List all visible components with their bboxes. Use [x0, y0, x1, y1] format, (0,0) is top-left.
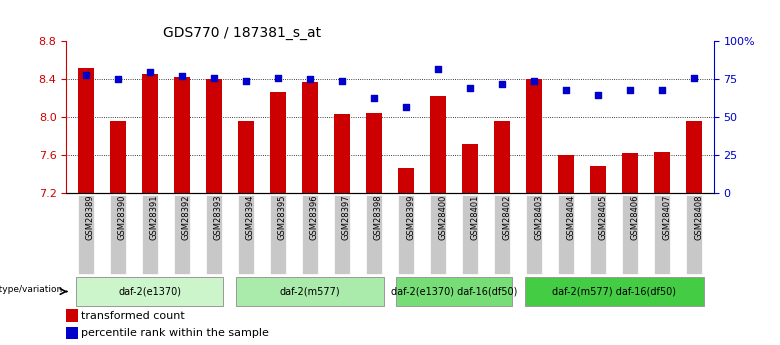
Bar: [66, 309, 78, 322]
Bar: [66, 327, 78, 339]
Text: daf-2(e1370) daf-16(df50): daf-2(e1370) daf-16(df50): [391, 287, 517, 296]
Text: GSM28390: GSM28390: [118, 195, 126, 240]
Bar: [462, 144, 478, 193]
Point: [271, 75, 284, 81]
FancyBboxPatch shape: [366, 195, 382, 274]
Bar: [398, 168, 414, 193]
Text: GSM28397: GSM28397: [342, 195, 351, 240]
FancyBboxPatch shape: [398, 195, 414, 274]
Text: GSM28391: GSM28391: [150, 195, 158, 240]
FancyBboxPatch shape: [206, 195, 222, 274]
Text: GSM28389: GSM28389: [86, 195, 94, 240]
Bar: [590, 166, 606, 193]
Point: [303, 77, 316, 82]
FancyBboxPatch shape: [462, 195, 478, 274]
FancyBboxPatch shape: [654, 195, 671, 274]
FancyBboxPatch shape: [334, 195, 350, 274]
FancyBboxPatch shape: [396, 277, 512, 306]
Bar: [206, 79, 222, 193]
Bar: [238, 121, 254, 193]
FancyBboxPatch shape: [622, 195, 638, 274]
FancyBboxPatch shape: [238, 195, 254, 274]
Text: GSM28396: GSM28396: [310, 195, 319, 240]
FancyBboxPatch shape: [236, 277, 384, 306]
FancyBboxPatch shape: [77, 195, 94, 274]
Bar: [334, 115, 350, 193]
Point: [560, 87, 573, 93]
Text: GSM28394: GSM28394: [246, 195, 255, 240]
Point: [464, 86, 477, 91]
Bar: [77, 68, 94, 193]
Bar: [654, 152, 671, 193]
Bar: [430, 96, 446, 193]
Bar: [495, 121, 510, 193]
Text: GSM28406: GSM28406: [630, 195, 640, 240]
Text: genotype/variation: genotype/variation: [0, 285, 63, 295]
Bar: [686, 121, 703, 193]
Point: [432, 66, 445, 71]
Text: GSM28393: GSM28393: [214, 195, 223, 240]
Bar: [142, 73, 158, 193]
FancyBboxPatch shape: [76, 277, 223, 306]
FancyBboxPatch shape: [526, 195, 542, 274]
Bar: [366, 112, 382, 193]
FancyBboxPatch shape: [430, 195, 446, 274]
Text: GSM28395: GSM28395: [278, 195, 287, 240]
Text: GSM28402: GSM28402: [502, 195, 511, 240]
FancyBboxPatch shape: [686, 195, 703, 274]
Point: [80, 72, 92, 78]
Bar: [174, 77, 190, 193]
Point: [144, 69, 156, 75]
FancyBboxPatch shape: [525, 277, 704, 306]
Point: [239, 78, 252, 83]
Point: [335, 78, 348, 83]
Point: [592, 92, 604, 97]
Point: [496, 81, 509, 87]
FancyBboxPatch shape: [495, 195, 510, 274]
Point: [400, 104, 413, 109]
Text: GSM28401: GSM28401: [470, 195, 479, 240]
Bar: [270, 92, 285, 193]
Text: GSM28392: GSM28392: [182, 195, 190, 240]
Point: [207, 75, 220, 81]
Bar: [622, 153, 638, 193]
Text: GSM28404: GSM28404: [566, 195, 576, 240]
Bar: [302, 82, 318, 193]
FancyBboxPatch shape: [558, 195, 574, 274]
Text: daf-2(m577) daf-16(df50): daf-2(m577) daf-16(df50): [552, 287, 676, 296]
Text: GSM28408: GSM28408: [694, 195, 704, 240]
Bar: [558, 155, 574, 193]
FancyBboxPatch shape: [174, 195, 190, 274]
Text: GSM28398: GSM28398: [374, 195, 383, 240]
Point: [112, 77, 124, 82]
Text: GSM28407: GSM28407: [662, 195, 672, 240]
FancyBboxPatch shape: [302, 195, 318, 274]
Text: daf-2(e1370): daf-2(e1370): [118, 287, 181, 296]
Text: GSM28399: GSM28399: [406, 195, 415, 240]
Text: GSM28400: GSM28400: [438, 195, 447, 240]
Text: GDS770 / 187381_s_at: GDS770 / 187381_s_at: [164, 26, 321, 40]
FancyBboxPatch shape: [590, 195, 606, 274]
Point: [367, 95, 380, 100]
Bar: [109, 121, 126, 193]
Text: percentile rank within the sample: percentile rank within the sample: [81, 328, 269, 338]
Point: [656, 87, 668, 93]
Point: [624, 87, 636, 93]
Text: GSM28403: GSM28403: [534, 195, 543, 240]
Point: [688, 75, 700, 81]
Point: [528, 78, 541, 83]
Bar: [526, 79, 542, 193]
Text: GSM28405: GSM28405: [598, 195, 608, 240]
Point: [176, 73, 188, 79]
FancyBboxPatch shape: [109, 195, 126, 274]
FancyBboxPatch shape: [142, 195, 158, 274]
FancyBboxPatch shape: [270, 195, 285, 274]
Text: transformed count: transformed count: [81, 311, 185, 321]
Text: daf-2(m577): daf-2(m577): [279, 287, 340, 296]
